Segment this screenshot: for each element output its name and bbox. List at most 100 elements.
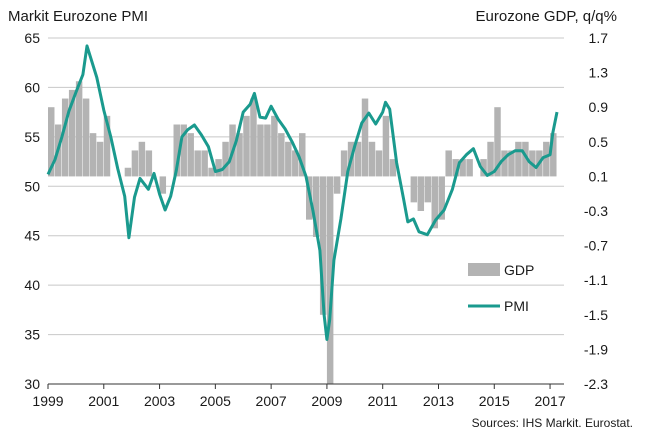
right-tick-label: 0.9	[589, 99, 609, 115]
gdp-bar	[82, 98, 90, 177]
gdp-bar	[333, 176, 341, 194]
left-tick-label: 55	[24, 129, 40, 145]
gdp-bar	[515, 141, 522, 177]
gdp-bar	[271, 115, 278, 177]
left-tick-label: 30	[24, 376, 40, 392]
left-tick-label: 50	[24, 178, 40, 194]
right-tick-label: 0.5	[589, 134, 609, 150]
x-tick-label: 2007	[256, 393, 287, 409]
gdp-bar	[543, 141, 550, 177]
x-tick-label: 2001	[88, 393, 119, 409]
right-tick-label: -2.3	[584, 376, 608, 392]
source-note: Sources: IHS Markit. Eurostat.	[471, 416, 633, 430]
gdp-bar	[208, 167, 215, 177]
right-tick-label: 1.3	[589, 65, 609, 81]
gdp-bar	[375, 150, 383, 177]
gdp-bar	[194, 150, 201, 177]
gdp-bar	[222, 141, 229, 177]
gdp-bar	[89, 133, 97, 177]
legend: GDP PMI	[468, 262, 534, 314]
gdp-bars	[48, 81, 557, 384]
gdp-bar	[424, 176, 432, 203]
gdp-bar	[96, 141, 104, 177]
gdp-bar	[173, 124, 180, 177]
right-tick-label: -1.5	[584, 307, 608, 323]
gdp-bar	[410, 176, 418, 203]
gdp-bar	[159, 176, 167, 194]
gdp-bar	[312, 176, 320, 237]
gdp-bar	[368, 141, 376, 177]
gdp-bar	[466, 159, 473, 177]
gdp-bar	[508, 150, 515, 177]
x-tick-label: 2015	[479, 393, 510, 409]
gdp-bar	[201, 150, 208, 177]
gdp-bar	[103, 115, 111, 177]
gdp-bar	[187, 133, 194, 177]
right-tick-label: -1.9	[584, 341, 608, 357]
gdp-bar	[257, 124, 264, 177]
pmi-line	[46, 44, 559, 341]
gdp-bar	[354, 141, 362, 177]
x-tick-label: 2005	[200, 393, 231, 409]
gdp-bar	[264, 124, 271, 177]
gdp-bar	[326, 176, 334, 384]
gdp-bar	[389, 159, 397, 177]
right-tick-label: 1.7	[589, 30, 609, 46]
gdp-bar	[285, 141, 292, 177]
gdp-bar	[501, 150, 508, 177]
gdp-bar	[319, 176, 327, 315]
gdp-bar	[494, 107, 501, 177]
gdp-bar	[68, 89, 76, 177]
legend-gdp-swatch	[468, 263, 500, 276]
gdp-bar	[480, 159, 487, 177]
gdp-bar	[487, 141, 494, 177]
right-tick-label: -1.1	[584, 272, 608, 288]
axes: 30 35 40 45 50 55 60 65 -2.3 -1.9 -1.5 -1.1 -0.7 -0.3…	[24, 30, 608, 409]
gdp-bar	[431, 176, 438, 229]
right-tick-label: -0.3	[584, 203, 608, 219]
legend-pmi-label: PMI	[504, 298, 529, 314]
left-tick-label: 35	[24, 327, 40, 343]
gdp-bar	[361, 98, 369, 177]
gdp-bar	[250, 98, 257, 177]
gdp-bar	[382, 115, 390, 177]
gdp-bar	[278, 133, 285, 177]
gdp-bar	[445, 150, 452, 177]
gdp-bar	[236, 133, 243, 177]
left-axis-title: Markit Eurozone PMI	[8, 8, 149, 25]
x-tick-label: 2003	[144, 393, 175, 409]
left-tick-label: 60	[24, 79, 40, 95]
gdp-bar	[48, 107, 55, 177]
left-tick-label: 45	[24, 228, 40, 244]
x-tick-label: 2011	[368, 393, 398, 409]
gdp-bar	[124, 167, 132, 177]
gdp-bar	[180, 124, 187, 177]
gdp-bar	[299, 133, 306, 177]
gdp-bar	[145, 150, 153, 177]
gdp-bar	[75, 81, 83, 177]
gdp-bar	[215, 159, 222, 177]
right-tick-label: -0.7	[584, 238, 608, 254]
left-tick-label: 65	[24, 30, 40, 46]
x-tick-label: 2009	[311, 393, 342, 409]
gdp-bar	[417, 176, 425, 211]
pmi-line-layer	[46, 44, 559, 341]
right-axis-title: Eurozone GDP, q/q%	[475, 8, 617, 25]
gdp-bar	[550, 133, 557, 177]
gdp-bar	[292, 150, 299, 177]
left-tick-label: 40	[24, 277, 40, 293]
gdp-bar	[61, 98, 69, 177]
x-tick-label: 1999	[32, 393, 63, 409]
right-tick-label: 0.1	[589, 168, 609, 184]
legend-gdp-label: GDP	[504, 262, 534, 278]
gdp-bar	[131, 150, 139, 177]
gdp-bar	[459, 159, 466, 177]
gdp-bar	[138, 141, 146, 177]
gdp-bar	[438, 176, 445, 220]
x-tick-label: 2017	[534, 393, 565, 409]
gdp-bar	[243, 115, 250, 177]
gdp-bar	[340, 150, 348, 177]
x-tick-label: 2013	[423, 393, 454, 409]
gdp-bar	[452, 159, 459, 177]
